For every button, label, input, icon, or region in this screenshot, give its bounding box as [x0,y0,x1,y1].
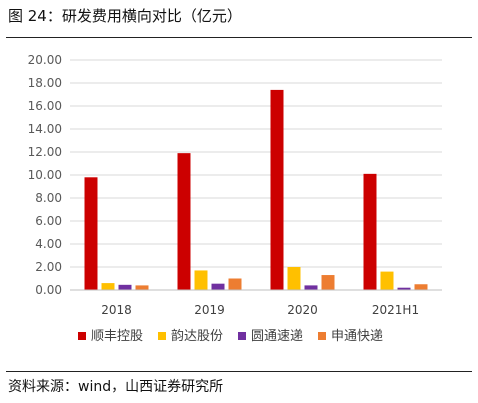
legend-item-顺丰控股: 顺丰控股 [78,329,143,344]
y-axis-tick-labels: 0.00 2.00 4.00 6.00 8.00 10.00 12.00 14.00 16.00… [28,53,62,297]
legend-label: 圆通速递 [251,329,303,344]
legend-swatch [158,332,166,340]
x-tick-label: 2020 [287,303,318,317]
source-note: 资料来源：wind，山西证券研究所 [8,379,224,395]
gridlines [70,59,442,268]
bar-2020-顺丰控股 [270,89,284,291]
y-tick-label: 2.00 [35,260,62,274]
legend-label: 申通快递 [331,329,383,344]
bar-2021H1-申通快递 [414,284,428,290]
bar-2021H1-圆通速递 [397,287,411,290]
y-tick-label: 10.00 [28,168,62,182]
x-tick-label: 2019 [194,303,225,317]
legend-item-圆通速递: 圆通速递 [238,329,303,344]
legend-swatch [78,332,86,340]
legend-swatch [238,332,246,340]
y-tick-label: 16.00 [28,99,62,113]
title-rule [6,37,472,38]
y-tick-label: 0.00 [35,283,62,297]
bar-chart: 0.00 2.00 4.00 6.00 8.00 10.00 12.00 14.00 16.00… [28,53,442,344]
y-tick-label: 6.00 [35,214,62,228]
legend: 顺丰控股 韵达股份 圆通速递 申通快递 [78,329,383,344]
bar-2018-顺丰控股 [84,177,98,290]
bar-2020-韵达股份 [287,267,301,290]
legend-label: 顺丰控股 [91,329,143,344]
figure-title: 图 24：研发费用横向对比（亿元） [8,7,242,25]
bar-2019-顺丰控股 [177,153,191,290]
legend-label: 韵达股份 [171,329,223,344]
legend-item-韵达股份: 韵达股份 [158,329,223,344]
bar-2020-申通快递 [321,275,335,290]
bar-2019-圆通速递 [211,283,225,290]
x-tick-label: 2021H1 [372,303,419,317]
source-rule [6,371,472,372]
y-tick-label: 14.00 [28,122,62,136]
bar-2021H1-顺丰控股 [363,173,377,290]
bar-2019-韵达股份 [194,270,208,290]
bar-2019-申通快递 [228,278,242,290]
bars [84,89,428,291]
y-tick-label: 12.00 [28,145,62,159]
y-tick-label: 18.00 [28,76,62,90]
bar-2020-圆通速递 [304,285,318,290]
x-axis-tick-labels: 2018 2019 2020 2021H1 [101,303,419,317]
bar-2018-韵达股份 [101,283,115,290]
x-tick-label: 2018 [101,303,132,317]
y-tick-label: 4.00 [35,237,62,251]
bar-2021H1-韵达股份 [380,271,394,290]
bar-2018-申通快递 [135,285,149,290]
y-tick-label: 8.00 [35,191,62,205]
bar-2018-圆通速递 [118,284,132,290]
y-tick-label: 20.00 [28,53,62,67]
legend-swatch [318,332,326,340]
legend-item-申通快递: 申通快递 [318,329,383,344]
